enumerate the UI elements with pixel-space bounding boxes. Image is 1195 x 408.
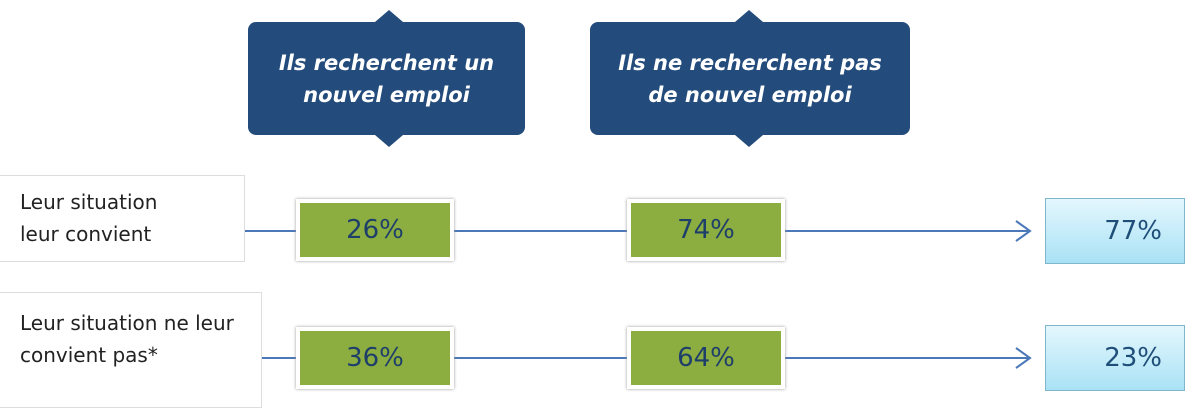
value-box: 36%	[296, 327, 454, 389]
pointer	[375, 10, 403, 22]
arrow	[1015, 220, 1032, 242]
pointer	[735, 135, 763, 147]
pointer	[735, 10, 763, 22]
row-label: Leur situation ne leur convient pas*	[0, 292, 262, 408]
value-box: 74%	[627, 199, 785, 261]
column-header: Ils recherchent un nouvel emploi	[248, 22, 525, 135]
row-label: Leur situation leur convient	[0, 175, 245, 262]
column-header: Ils ne recherchent pas de nouvel emploi	[590, 22, 910, 135]
pointer	[375, 135, 403, 147]
value-box: 26%	[296, 199, 454, 261]
arrow	[1015, 347, 1032, 369]
total-box: 77%	[1045, 198, 1185, 264]
total-box: 23%	[1045, 325, 1185, 391]
value-box: 64%	[627, 327, 785, 389]
